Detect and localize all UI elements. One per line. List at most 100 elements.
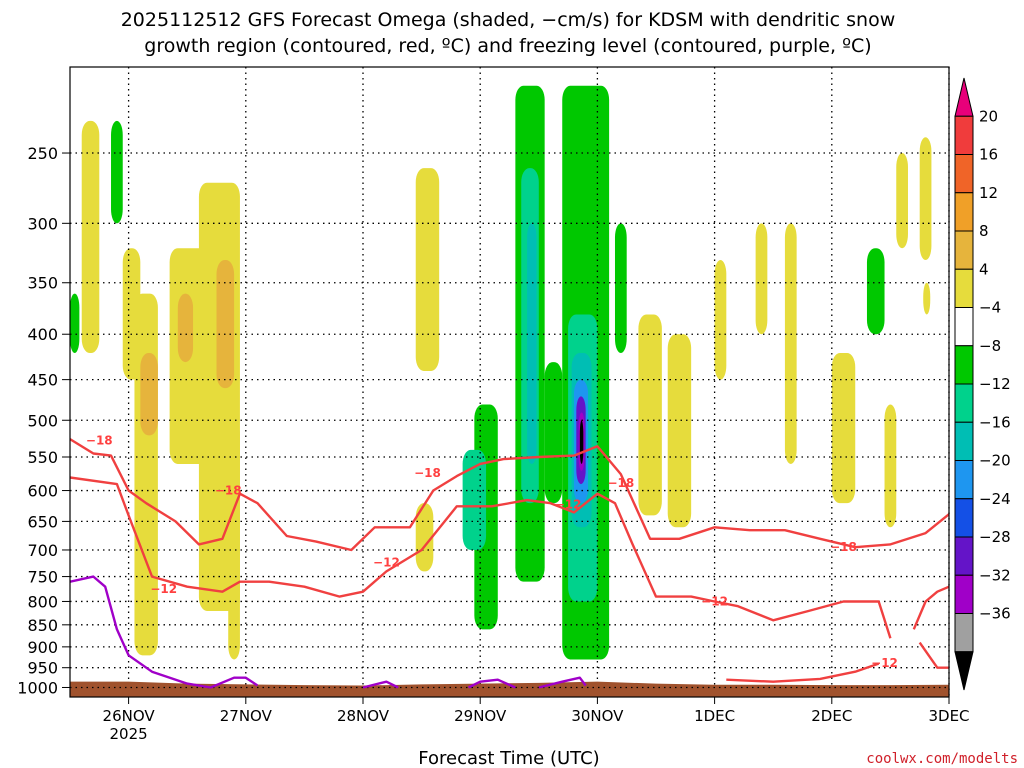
- contour-label: −18: [215, 484, 242, 498]
- colorbar-label: −20: [979, 452, 1011, 470]
- colorbar-swatch: [954, 230, 974, 270]
- omega-cell: [81, 120, 100, 354]
- contour-18: [70, 438, 949, 552]
- contour-lines: −18 −18 −18 −18 −18 −12 −12 −12 −12 −12: [70, 434, 949, 689]
- terrain-fill: [70, 681, 949, 697]
- contour-label: −18: [607, 476, 634, 490]
- colorbar-label: 12: [979, 184, 998, 202]
- colorbar-swatch: [954, 613, 974, 653]
- contour-label: −12: [373, 555, 400, 569]
- omega-cell: [70, 293, 80, 354]
- colorbar-label: −12: [979, 375, 1011, 393]
- colorbar-swatch: [954, 460, 974, 500]
- colorbar-label: 4: [979, 260, 989, 278]
- omega-cell: [667, 334, 692, 528]
- colorbar-swatch: [954, 154, 974, 194]
- omega-cell: [896, 153, 908, 249]
- colorbar-swatch: [954, 192, 974, 232]
- omega-cell: [714, 260, 727, 380]
- chart-title-line1: 2025112512 GFS Forecast Omega (shaded, −…: [121, 9, 896, 31]
- contour-label: −12: [871, 656, 898, 670]
- y-tick-label: 900: [27, 638, 58, 657]
- y-tick-label: 500: [27, 411, 58, 430]
- omega-cell: [831, 353, 856, 504]
- colorbar-label: −36: [979, 605, 1011, 623]
- omega-cell: [638, 314, 662, 516]
- contour-label: −18: [86, 434, 113, 448]
- y-axis: 250 300 350 400 450 500 550 600 650 700 750 800 850 9…: [17, 144, 70, 697]
- omega-shading: [70, 85, 932, 660]
- plot-frame: [69, 66, 950, 698]
- colorbar-label: −4: [979, 299, 1001, 317]
- colorbar-swatch: [954, 536, 974, 576]
- y-tick-label: 850: [27, 616, 58, 635]
- colorbar-label: 16: [979, 146, 998, 164]
- colorbar-label: −24: [979, 490, 1011, 508]
- colorbar-swatch: [954, 115, 974, 155]
- contour-12: [70, 476, 892, 639]
- x-tick-label: 1DEC: [694, 707, 735, 725]
- x-tick-label: 26NOV: [103, 707, 156, 725]
- omega-cell: [177, 293, 194, 363]
- credit-text: coolwx.com/modelts: [866, 751, 1018, 767]
- colorbar-swatch: [954, 307, 974, 347]
- omega-cell: [866, 248, 885, 335]
- omega-cell: [111, 120, 123, 224]
- contour-0d: [538, 676, 587, 689]
- contour-12c: [912, 585, 949, 630]
- colorbar-swatch: [954, 498, 974, 538]
- omega-cell: [415, 503, 434, 572]
- colorbar-label: −28: [979, 528, 1011, 546]
- y-tick-label: 350: [27, 274, 58, 293]
- y-tick-label: 800: [27, 592, 58, 611]
- x-tick-label: 29NOV: [454, 707, 507, 725]
- colorbar-label: −32: [979, 566, 1011, 584]
- y-tick-label: 300: [27, 214, 58, 233]
- colorbar-swatch: [954, 421, 974, 461]
- colorbar-swatch: [954, 345, 974, 385]
- contour-0: [70, 575, 259, 689]
- x-tick-label: 3DEC: [928, 707, 969, 725]
- contour-12d: [918, 641, 949, 669]
- contour-label: −18: [830, 540, 857, 554]
- omega-cell: [755, 223, 768, 335]
- y-tick-label: 1000: [17, 678, 58, 697]
- chart-title-line2: growth region (contoured, red, ºC) and f…: [144, 35, 871, 57]
- colorbar-label: −16: [979, 413, 1011, 431]
- omega-cell: [527, 223, 537, 464]
- y-tick-label: 950: [27, 659, 58, 678]
- contour-12b: [726, 662, 880, 683]
- omega-cell: [462, 449, 487, 550]
- y-tick-label: 450: [27, 371, 58, 390]
- colorbar-triangle-top: [954, 77, 974, 117]
- omega-cell: [884, 404, 897, 528]
- x-tick-label: 28NOV: [337, 707, 390, 725]
- colorbar-label: −8: [979, 337, 1001, 355]
- x-tick-sublabel: 2025: [110, 725, 148, 743]
- omega-cell: [784, 223, 797, 464]
- omega-cell: [134, 293, 158, 656]
- colorbar-swatch: [954, 574, 974, 614]
- y-tick-label: 750: [27, 568, 58, 587]
- colorbar-label: 20: [979, 107, 998, 125]
- omega-cell: [228, 420, 240, 660]
- contour-0c: [467, 678, 516, 689]
- omega-cell: [140, 353, 158, 436]
- colorbar-swatch: [954, 383, 974, 423]
- y-tick-label: 600: [27, 482, 58, 501]
- contour-label: −12: [701, 594, 728, 608]
- contour-label: −18: [414, 466, 441, 480]
- x-tick-label: 30NOV: [571, 707, 624, 725]
- x-tick-label: 27NOV: [220, 707, 273, 725]
- y-tick-label: 650: [27, 512, 58, 531]
- omega-cell: [919, 137, 932, 261]
- contour-label: −12: [555, 497, 582, 511]
- colorbar: 20 16 12 8 4 −4 −8 −12 −16 −20 −24 −28 −32 −36: [954, 77, 1011, 691]
- y-tick-label: 400: [27, 325, 58, 344]
- omega-cell: [544, 362, 563, 504]
- contour-0b: [362, 680, 399, 689]
- omega-cell: [923, 282, 931, 315]
- colorbar-label: 8: [979, 222, 989, 240]
